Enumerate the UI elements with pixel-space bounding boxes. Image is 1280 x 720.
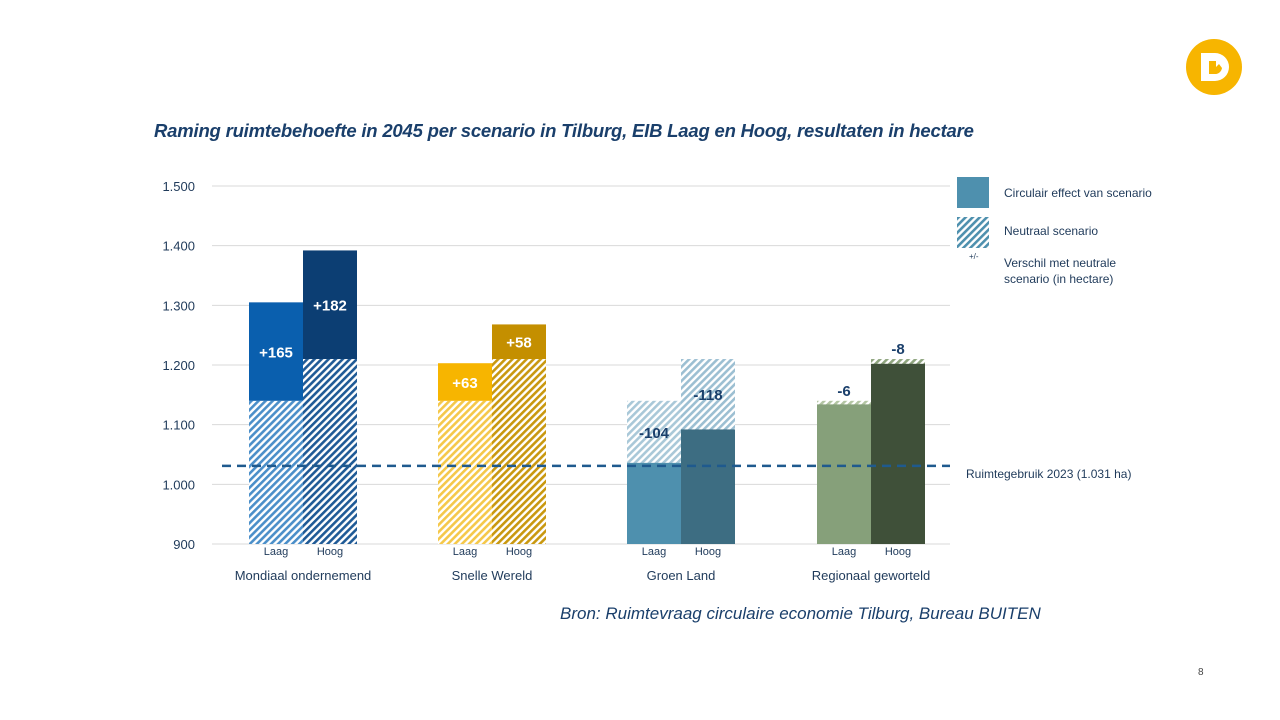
chart-title: Raming ruimtebehoefte in 2045 per scenar… bbox=[154, 120, 974, 141]
bar-group-1: +63 +58 bbox=[438, 324, 546, 544]
bar-circular-hoog bbox=[871, 363, 925, 544]
y-tick-label: 1.400 bbox=[162, 239, 195, 254]
difference-label: -8 bbox=[891, 341, 904, 358]
difference-label: -118 bbox=[693, 387, 722, 404]
bar-circular-laag bbox=[438, 363, 492, 401]
bar-circular-laag bbox=[249, 302, 303, 401]
page-number: 8 bbox=[1198, 667, 1204, 678]
legend-swatch-circular bbox=[957, 177, 989, 208]
logo-icon bbox=[1186, 39, 1242, 95]
difference-label: -6 bbox=[837, 383, 850, 400]
category-label: Snelle Wereld bbox=[452, 568, 533, 583]
sub-category-label: Laag bbox=[832, 546, 856, 558]
y-tick-label: 1.100 bbox=[162, 418, 195, 433]
bar-neutral-hoog bbox=[492, 359, 546, 544]
legend-label-diff: Verschil met neutrale scenario (in hecta… bbox=[1004, 256, 1117, 286]
difference-label: +165 bbox=[259, 345, 293, 362]
sub-category-label: Hoog bbox=[506, 546, 532, 558]
bar-circular-hoog bbox=[492, 324, 546, 360]
bar-group-0: +165 +182 bbox=[249, 250, 357, 544]
y-tick-label: 1.000 bbox=[162, 477, 195, 492]
bar-circular-laag bbox=[627, 462, 681, 544]
bar-group-2: -104 -118 bbox=[627, 359, 735, 544]
sub-category-label: Laag bbox=[453, 546, 477, 558]
sub-category-label: Hoog bbox=[695, 546, 721, 558]
sub-category-label: Hoog bbox=[317, 546, 343, 558]
bar-circular-laag bbox=[817, 404, 871, 544]
x-axis: Laag Hoog Mondiaal ondernemend Laag Hoog Snel… bbox=[235, 546, 931, 583]
bar-group-3: -6 -8 bbox=[817, 341, 925, 544]
source-note: Bron: Ruimtevraag circulaire economie Ti… bbox=[560, 604, 1041, 623]
bar-neutral-hoog bbox=[303, 359, 357, 544]
legend-swatch-neutral bbox=[957, 217, 989, 248]
bar-neutral-laag bbox=[438, 400, 492, 544]
sub-category-label: Hoog bbox=[885, 546, 911, 558]
difference-label: +63 bbox=[452, 375, 477, 392]
bar-circular-hoog bbox=[303, 250, 357, 360]
bar-neutral-laag bbox=[249, 400, 303, 544]
y-tick-label: 1.300 bbox=[162, 298, 195, 313]
category-label: Mondiaal ondernemend bbox=[235, 568, 372, 583]
difference-label: -104 bbox=[639, 425, 670, 442]
y-tick-label: 1.500 bbox=[162, 179, 195, 194]
legend-symbol-diff: +/- bbox=[969, 252, 979, 261]
legend-label-neutral: Neutraal scenario bbox=[1004, 224, 1099, 238]
bar-circular-hoog bbox=[681, 429, 735, 544]
bars: +165 +182 +63 +58 -104 -118 -6 -8 bbox=[249, 250, 925, 544]
y-tick-label: 900 bbox=[173, 537, 195, 552]
difference-label: +58 bbox=[506, 335, 531, 352]
reference-line-label: Ruimtegebruik 2023 (1.031 ha) bbox=[966, 467, 1132, 481]
legend-label-circular: Circulair effect van scenario bbox=[1004, 186, 1152, 200]
y-axis: 900 1.000 1.100 1.200 1.300 1.400 1.500 bbox=[162, 179, 195, 552]
category-label: Groen Land bbox=[647, 568, 716, 583]
y-tick-label: 1.200 bbox=[162, 358, 195, 373]
sub-category-label: Laag bbox=[264, 546, 288, 558]
sub-category-label: Laag bbox=[642, 546, 666, 558]
category-label: Regionaal geworteld bbox=[812, 568, 931, 583]
difference-label: +182 bbox=[313, 298, 347, 315]
